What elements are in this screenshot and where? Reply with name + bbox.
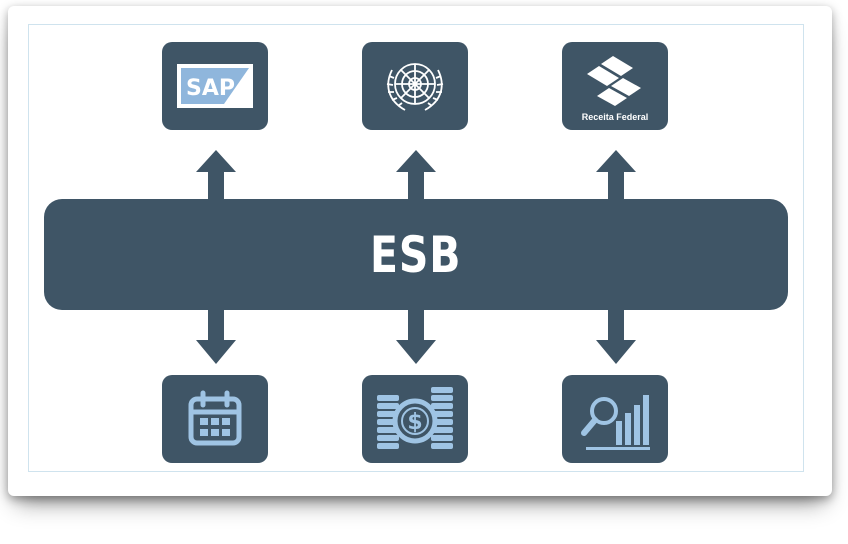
svg-text:$: $ (407, 410, 422, 435)
arrow-bus-to-receita (596, 150, 636, 202)
coins-dollar-icon: $ (377, 387, 453, 449)
analytics-node (562, 375, 668, 463)
arrow-bus-to-sap (196, 150, 236, 202)
money-node: $ (362, 375, 468, 463)
receita-federal-node: Receita Federal (562, 42, 668, 130)
calendar-node (162, 375, 268, 463)
esb-label: ESB (370, 225, 462, 284)
svg-text:Receita Federal: Receita Federal (582, 112, 649, 122)
arrow-bus-to-analytics (596, 306, 636, 364)
calendar-icon (188, 390, 242, 446)
un-node (362, 42, 468, 130)
esb-bus: ESB (44, 199, 788, 310)
sap-logo-icon: SAP (177, 64, 253, 108)
arrow-bus-to-money (396, 306, 436, 364)
svg-text:SAP: SAP (186, 76, 235, 101)
arrow-bus-to-calendar (196, 306, 236, 364)
receita-federal-logo-icon: Receita Federal (582, 56, 649, 122)
arrow-bus-to-un (396, 150, 436, 202)
search-chart-icon (581, 395, 650, 450)
united-nations-emblem-icon (386, 63, 444, 111)
sap-node: SAP (162, 42, 268, 130)
